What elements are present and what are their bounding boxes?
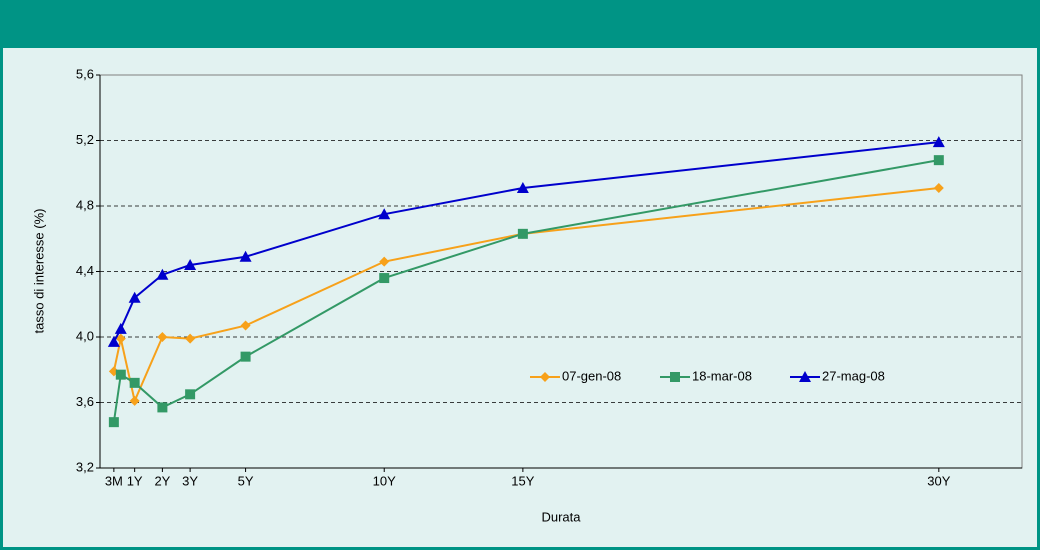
y-tick-label: 4,4: [76, 263, 94, 278]
x-axis-label: Durata: [541, 509, 581, 524]
marker: [378, 208, 391, 220]
marker: [129, 377, 140, 388]
marker: [128, 291, 141, 303]
marker: [108, 417, 119, 428]
marker: [157, 332, 168, 342]
marker: [114, 322, 127, 334]
marker: [516, 181, 529, 193]
marker: [157, 402, 168, 413]
marker: [379, 273, 390, 284]
x-tick-label: 5Y: [238, 473, 254, 488]
x-tick-label: 3M: [105, 473, 123, 488]
marker: [184, 258, 197, 270]
legend-marker: [670, 372, 680, 382]
legend-label: 18-mar-08: [692, 368, 752, 383]
x-tick-label: 3Y: [182, 473, 198, 488]
y-tick-label: 5,2: [76, 132, 94, 147]
marker: [115, 333, 126, 344]
marker: [933, 182, 944, 193]
marker: [185, 333, 196, 344]
marker: [129, 395, 140, 406]
x-tick-label: 2Y: [154, 473, 170, 488]
marker: [240, 320, 251, 331]
marker: [185, 389, 196, 400]
x-tick-label: 15Y: [511, 473, 534, 488]
y-tick-label: 5,6: [76, 66, 94, 81]
legend-label: 07-gen-08: [562, 368, 621, 383]
legend-marker: [540, 372, 550, 382]
y-tick-label: 4,0: [76, 328, 94, 343]
y-tick-label: 3,6: [76, 394, 94, 409]
y-tick-label: 4,8: [76, 197, 94, 212]
panel: [3, 48, 1037, 547]
marker: [156, 268, 169, 280]
x-tick-label: 10Y: [373, 473, 396, 488]
legend-label: 27-mag-08: [822, 368, 885, 383]
marker: [107, 335, 120, 347]
marker: [932, 136, 945, 148]
marker: [239, 250, 252, 262]
y-tick-label: 3,2: [76, 459, 94, 474]
legend-marker: [799, 371, 811, 382]
marker: [115, 369, 126, 380]
x-tick-label: 30Y: [927, 473, 950, 488]
marker: [933, 155, 944, 166]
y-axis-label: tasso di interesse (%): [31, 209, 46, 334]
marker: [379, 256, 390, 267]
marker: [240, 351, 251, 362]
marker: [517, 228, 528, 239]
x-tick-label: 1Y: [127, 473, 143, 488]
